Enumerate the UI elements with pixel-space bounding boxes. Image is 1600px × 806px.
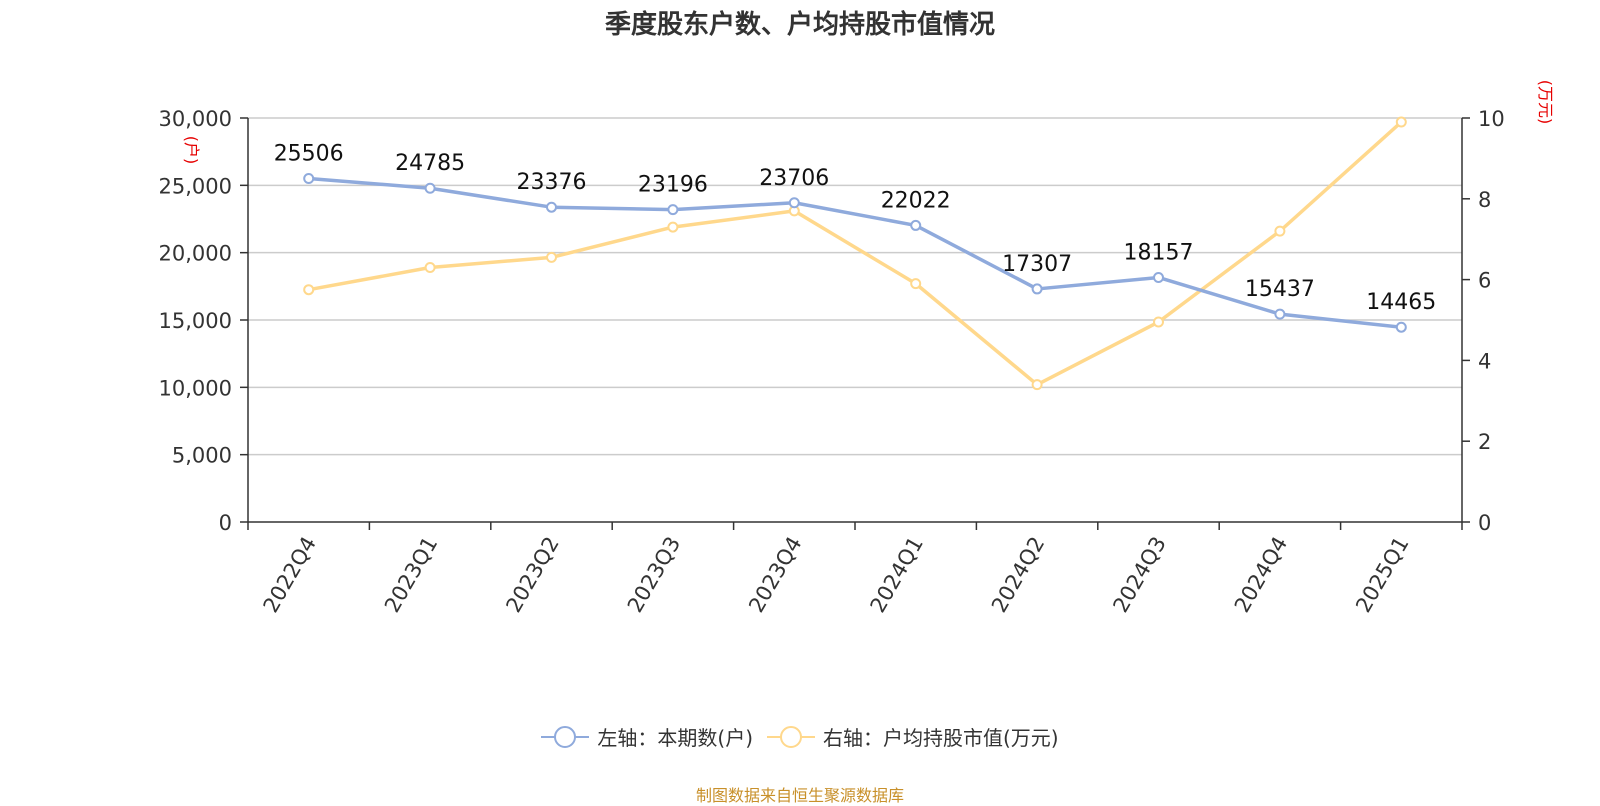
left-tick-label: 5,000 [172, 444, 232, 468]
series-1-point [1153, 316, 1164, 328]
x-tick-label: 2024Q3 [1108, 533, 1170, 617]
left-tick-label: 10,000 [159, 376, 232, 400]
data-label: 18157 [1124, 240, 1194, 265]
right-tick-label: 0 [1478, 511, 1491, 535]
series-0-point [910, 219, 922, 231]
left-tick-label: 0 [219, 511, 232, 535]
data-label: 14465 [1366, 290, 1436, 315]
source-note: 制图数据来自恒生聚源数据库 [695, 786, 904, 805]
series-1-point [424, 261, 436, 273]
right-tick-label: 2 [1478, 430, 1491, 454]
x-tick-label: 2024Q1 [866, 533, 928, 617]
right-tick-label: 6 [1478, 269, 1491, 293]
left-axis-unit: (户) [182, 136, 201, 165]
x-tick-label: 2024Q4 [1230, 533, 1292, 617]
right-tick-label: 4 [1478, 349, 1491, 373]
right-tick-label: 10 [1478, 107, 1505, 131]
x-tick-label: 2025Q1 [1351, 533, 1413, 617]
data-label: 23376 [517, 170, 587, 195]
left-tick-label: 30,000 [159, 107, 232, 131]
series-0-point [667, 204, 679, 216]
series-0-point [546, 201, 557, 213]
x-tick-label: 2022Q4 [259, 533, 321, 617]
series-line-1 [308, 120, 1403, 387]
series-line-0 [308, 176, 1402, 329]
legend: 左轴：本期数(户) 右轴：户均持股市值(万元) [0, 722, 1600, 751]
series-0-point [1395, 321, 1407, 333]
left-tick-label: 20,000 [159, 242, 232, 266]
left-tick-label: 25,000 [159, 174, 232, 198]
series-1-point [667, 221, 679, 233]
legend-item-right[interactable]: 右轴：户均持股市值(万元) [767, 722, 1059, 751]
series-1-point [1274, 225, 1286, 237]
x-tick-label: 2023Q2 [501, 533, 563, 617]
series-0-point [788, 197, 800, 209]
series-0-point [424, 182, 436, 194]
legend-item-left[interactable]: 左轴：本期数(户) [541, 722, 753, 751]
series-0-point [1031, 283, 1043, 295]
x-tick-label: 2023Q1 [380, 533, 442, 617]
series-1-point [910, 278, 922, 290]
series-0-point [1274, 308, 1286, 320]
data-label: 23706 [759, 166, 829, 191]
series-0-point [303, 173, 315, 185]
data-label: 22022 [881, 188, 951, 213]
series-1-point [1031, 379, 1043, 391]
legend-swatch-right [767, 725, 815, 749]
left-tick-label: 15,000 [159, 309, 232, 333]
data-label: 17307 [1002, 252, 1072, 277]
legend-label-right: 右轴：户均持股市值(万元) [823, 726, 1059, 750]
series-1-point [1395, 116, 1407, 128]
x-tick-label: 2023Q4 [744, 533, 806, 617]
x-tick-label: 2024Q2 [987, 533, 1049, 617]
right-tick-label: 8 [1478, 188, 1491, 212]
chart-title: 季度股东户数、户均持股市值情况 [604, 10, 995, 40]
data-label: 23196 [638, 173, 708, 198]
legend-label-left: 左轴：本期数(户) [597, 726, 753, 750]
data-label: 15437 [1245, 277, 1315, 302]
data-label: 25506 [274, 142, 344, 167]
series-1-point [546, 251, 557, 263]
series-0-point [1153, 271, 1164, 283]
x-tick-label: 2023Q3 [623, 533, 685, 617]
series-1-point [303, 284, 315, 296]
right-axis-unit: (万元) [1536, 80, 1555, 125]
legend-swatch-left [541, 725, 590, 749]
data-label: 24785 [395, 151, 465, 176]
